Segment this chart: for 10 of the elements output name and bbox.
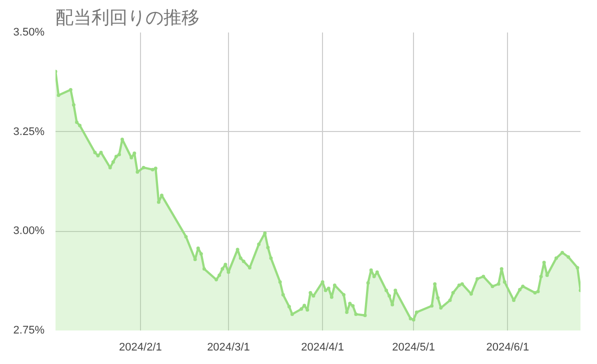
x-tick-label: 2024/6/1 — [486, 342, 530, 354]
y-tick-label: 3.00% — [13, 225, 45, 238]
chart-title: 配当利回りの推移 — [56, 8, 200, 28]
x-tick-label: 2024/5/1 — [392, 342, 436, 354]
y-tick-label: 3.50% — [13, 26, 45, 38]
x-tick-label: 2024/3/1 — [207, 342, 250, 354]
y-tick-label: 3.25% — [13, 126, 45, 138]
x-tick-label: 2024/2/1 — [119, 342, 162, 354]
x-tick-label: 2024/4/1 — [301, 342, 344, 354]
y-tick-label: 2.75% — [13, 324, 45, 336]
